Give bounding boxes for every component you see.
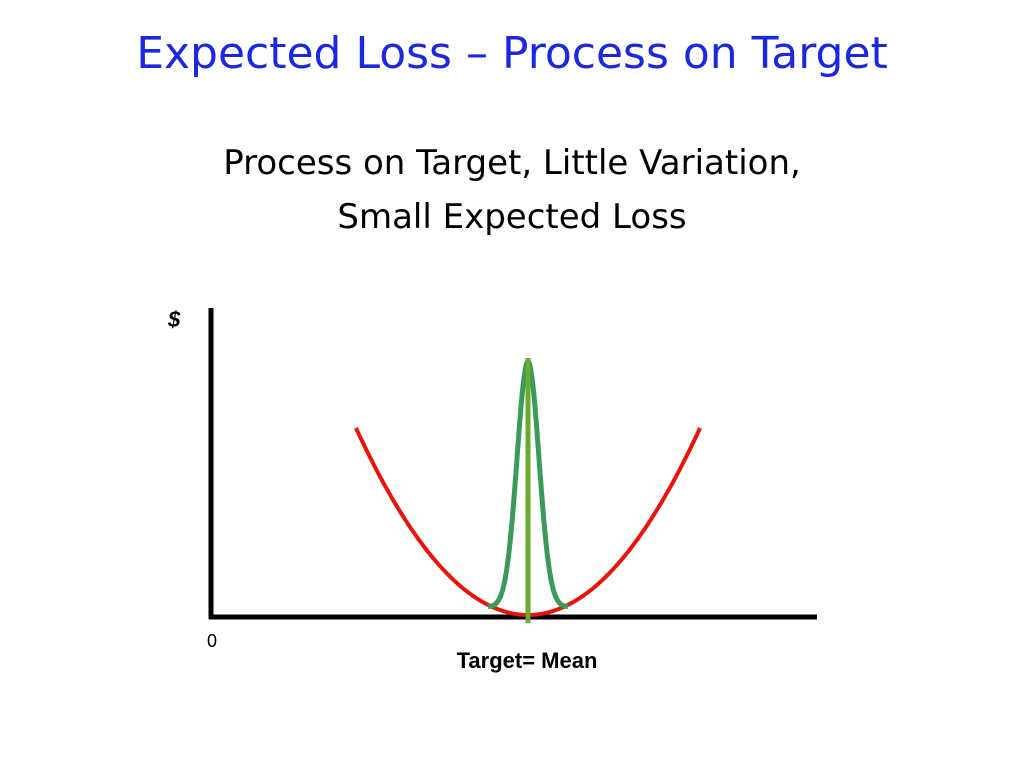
y-axis-label: $: [167, 307, 181, 332]
subtitle-line-1: Process on Target, Little Variation,: [223, 143, 801, 183]
slide-subtitle: Process on Target, Little Variation, Sma…: [0, 136, 1024, 245]
x-axis-label: Target= Mean: [457, 648, 598, 673]
origin-label: 0: [207, 631, 217, 651]
subtitle-line-2: Small Expected Loss: [337, 197, 687, 238]
slide-title: Expected Loss – Process on Target: [136, 28, 888, 79]
